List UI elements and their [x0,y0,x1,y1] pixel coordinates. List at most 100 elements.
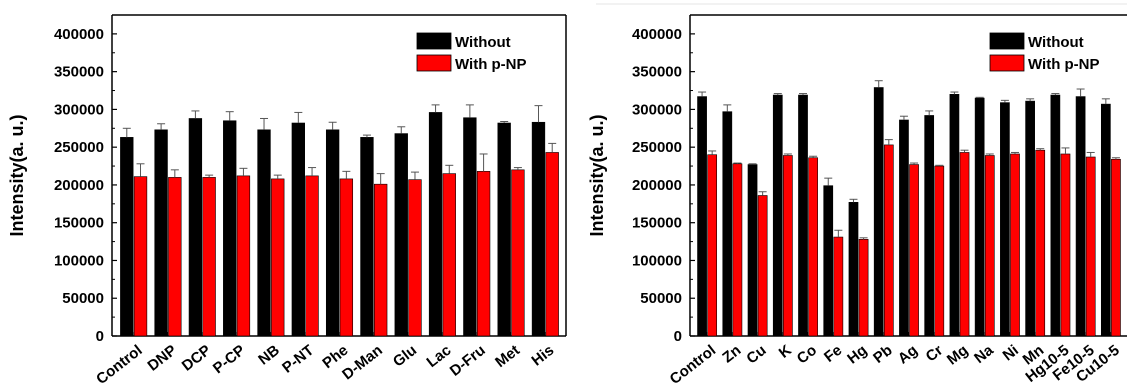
x-category-label: Pb [870,342,896,367]
bar-without [697,96,707,337]
right-bar-chart-panel: 0 50000 100000 150000 200000 250000 300000 3500… [587,14,1127,388]
y-axis-title: Intensity(a. u.) [587,114,607,236]
legend-label-without: Without [1028,34,1084,51]
x-category-label: Mg [944,342,972,369]
bar-without [1000,102,1010,337]
bar-with-pnp [1085,156,1096,337]
legend-swatch-with-pnp [989,54,1025,72]
bar-with-pnp [305,175,319,337]
bar-with-pnp [408,179,422,337]
y-axis-title: Intensity(a. u.) [7,114,27,236]
bar-without [722,111,733,337]
y-tick-label: 250000 [632,139,682,156]
bar-with-pnp [959,152,970,337]
bar-without [463,117,477,337]
left-bar-chart-panel: 0 50000 100000 150000 200000 250000 300000 3500… [7,14,567,388]
bar-with-pnp [133,176,148,337]
y-tick-label: 100000 [632,252,682,269]
y-tick-label: 350000 [632,64,682,81]
bar-without [1025,100,1035,337]
bar-with-pnp [984,155,995,337]
bar-without [257,129,271,337]
bar-without [291,122,305,337]
x-category-label: K [776,342,795,362]
y-tick-label: 250000 [54,139,104,156]
bar-without [974,97,985,337]
bar-with-pnp [732,163,743,337]
x-category-label: His [528,342,557,370]
x-category-label: DNP [145,342,180,375]
x-category-label: P-NT [279,342,317,377]
bar-without [949,94,960,337]
x-category-label: Ni [1000,342,1022,365]
x-category-label: P-CP [210,342,249,377]
bar-with-pnp [271,178,285,337]
legend-label-with-pnp: With p-NP [455,56,527,73]
x-category-label: Fe [821,342,845,366]
y-tick-label: 150000 [632,215,682,232]
x-category-label: Control [93,342,145,388]
bar-without [154,129,168,337]
bar-without [223,120,237,337]
y-tick-label: 0 [96,328,104,345]
y-tick-label: 150000 [54,215,104,232]
x-category-label: Co [794,342,820,368]
bar-with-pnp [707,154,718,337]
x-category-label: Na [971,341,997,367]
legend-swatch-without [416,32,452,50]
bar-without [873,87,884,337]
legend-label-without: Without [455,34,511,51]
bar-with-pnp [1111,158,1121,337]
x-category-label: Cr [923,342,947,366]
bar-with-pnp [858,239,869,337]
bar-with-pnp [757,195,768,337]
bar-without [360,137,374,337]
bar-with-pnp [168,177,182,337]
bar-with-pnp [442,173,456,337]
bar-with-pnp [545,152,559,337]
y-tick-label: 350000 [54,64,104,81]
bar-without [1050,94,1061,337]
bar-with-pnp [934,165,945,337]
bar-without [325,129,340,337]
legend-swatch-without [989,32,1025,50]
bar-without [1100,103,1111,337]
y-tick-label: 50000 [62,290,104,307]
bar-with-pnp [1035,149,1046,337]
y-tick-label: 400000 [54,26,104,43]
bar-with-pnp [909,164,919,337]
bar-with-pnp [511,169,525,337]
bar-with-pnp [883,144,894,337]
bar-with-pnp [1010,153,1020,337]
bar-with-pnp [339,178,354,337]
bar-without [772,94,783,337]
bar-with-pnp [833,236,844,337]
bar-without [899,119,909,337]
x-category-label: D-Fru [447,342,489,380]
bar-with-pnp [808,157,818,337]
bar-without [428,112,443,337]
y-tick-label: 300000 [632,101,682,118]
x-category-label: Met [492,342,523,371]
bar-with-pnp [783,155,793,337]
bar-with-pnp [374,183,388,337]
legend-swatch-with-pnp [416,54,452,72]
bar-without [747,164,758,337]
bar-without [497,122,511,337]
x-category-label: D-Man [339,342,386,384]
bar-with-pnp [1060,153,1071,337]
y-tick-label: 100000 [54,252,104,269]
bar-with-pnp [476,171,491,337]
legend-label-with-pnp: With p-NP [1028,56,1100,73]
bar-with-pnp [202,177,216,337]
bar-without [823,185,834,337]
bar-with-pnp [236,175,251,337]
x-category-label: Cu [743,342,769,368]
x-category-label: Control [667,342,719,388]
y-tick-label: 300000 [54,101,104,118]
y-tick-label: 50000 [640,290,682,307]
bar-without [120,137,134,337]
y-tick-label: 0 [674,328,682,345]
bar-without [798,94,808,337]
